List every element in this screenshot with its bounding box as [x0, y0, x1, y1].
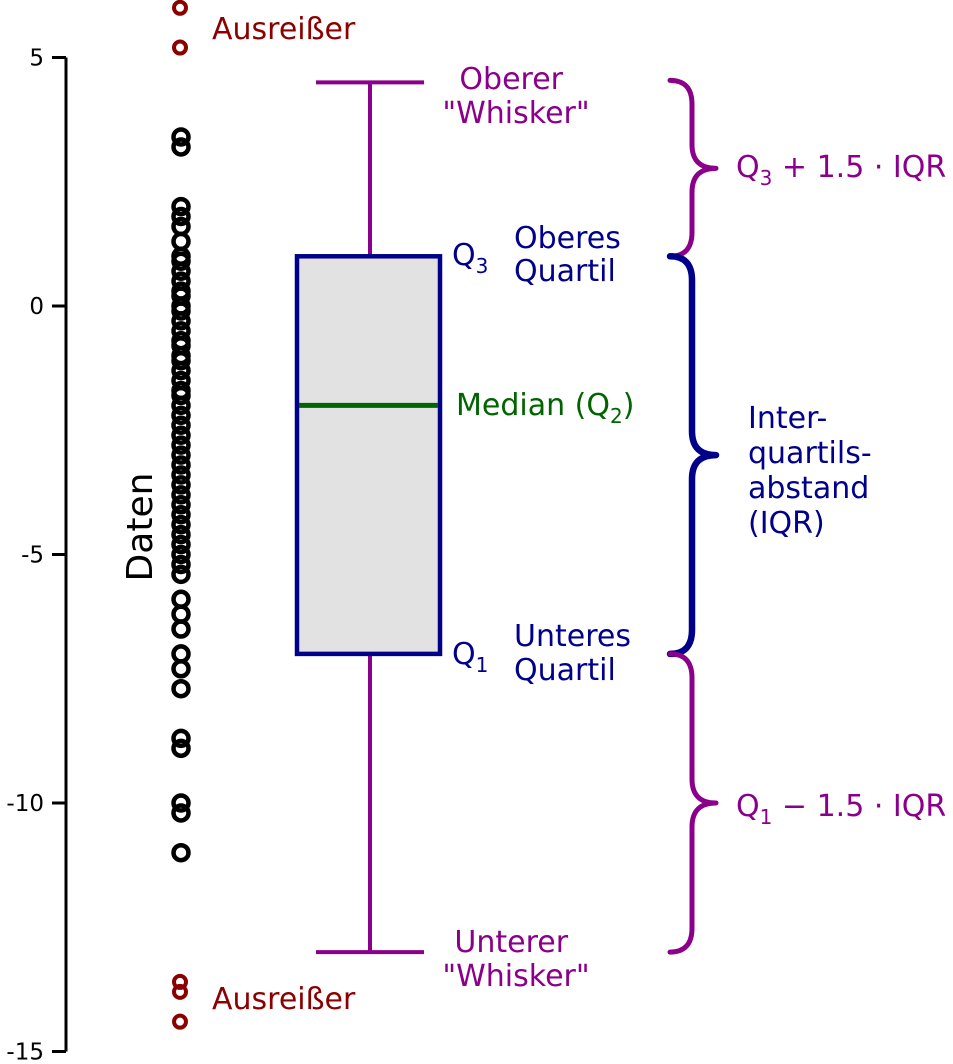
q1-label-line2: Quartil	[514, 653, 616, 688]
q1-label-line1: Unteres	[514, 619, 631, 654]
data-point	[171, 405, 191, 426]
q3-label-line1: Oberes	[514, 221, 621, 256]
data-point	[171, 495, 191, 515]
lower-fence-brace	[667, 651, 719, 955]
data-point	[171, 793, 191, 813]
braces	[666, 77, 720, 955]
data-point	[171, 196, 191, 217]
data-point	[171, 619, 191, 639]
iqr-label-line2: quartils-	[748, 436, 872, 471]
data-point	[171, 251, 191, 272]
y-tick-label: 5	[29, 46, 44, 72]
data-point	[171, 485, 191, 505]
y-tick-label: 0	[29, 294, 44, 320]
iqr-label-line1: Inter-	[748, 401, 827, 436]
data-point	[171, 311, 191, 331]
y-axis: 5 0 -5 -10 -15	[6, 46, 68, 1064]
data-point	[171, 385, 191, 406]
upper-whisker-label: Oberer "Whisker"	[442, 62, 589, 131]
q1-symbol: Q1	[452, 637, 488, 677]
y-axis-title: Daten	[120, 473, 161, 582]
iqr-label-line4: (IQR)	[748, 506, 825, 541]
outlier-top-label: Ausreißer	[212, 12, 356, 47]
outlier-point	[172, 0, 188, 16]
median-label-close: )	[623, 388, 635, 423]
data-point	[171, 445, 191, 465]
lower-fence-sub: 1	[760, 805, 773, 829]
y-tick-label: -15	[6, 1040, 44, 1064]
lower-whisker-label: Unterer "Whisker"	[442, 925, 589, 994]
data-point	[171, 415, 191, 436]
data-point	[171, 564, 191, 585]
outlier-bottom-label: Ausreißer	[212, 982, 356, 1017]
data-point	[171, 803, 191, 823]
outlier-points	[172, 0, 188, 1030]
lower-whisker-label-line1: Unterer	[454, 925, 568, 960]
q3-symbol-sub: 3	[476, 254, 489, 278]
q3-symbol: Q3	[452, 238, 488, 278]
median-label-text: Median (Q	[456, 388, 610, 423]
data-point	[171, 137, 191, 157]
data-point	[171, 842, 191, 863]
data-point	[171, 435, 191, 455]
upper-fence-formula: Q3 + 1.5 · IQR	[736, 150, 946, 190]
outlier-point	[172, 983, 188, 1000]
upper-fence-brace	[667, 77, 719, 259]
lower-fence-formula: Q1 − 1.5 · IQR	[736, 789, 946, 829]
q3-symbol-q: Q	[452, 238, 476, 273]
data-point	[171, 659, 191, 679]
data-point	[171, 514, 191, 535]
q3-label: Oberes Quartil	[514, 221, 630, 289]
data-point	[171, 465, 191, 485]
outlier-point	[172, 1013, 188, 1030]
data-point	[171, 360, 191, 381]
data-point	[171, 206, 191, 227]
q1-symbol-sub: 1	[476, 653, 489, 677]
y-ticks: 5 0 -5 -10 -15	[6, 46, 66, 1064]
data-point	[171, 738, 191, 759]
y-tick-label: -10	[6, 791, 44, 817]
iqr-label: Inter- quartils- abstand (IQR)	[748, 401, 881, 541]
median-label-sub: 2	[610, 404, 623, 428]
data-point	[171, 127, 191, 147]
y-tick-label: -5	[21, 543, 44, 569]
data-point	[171, 350, 191, 371]
data-point	[171, 504, 191, 525]
data-point	[171, 455, 191, 475]
q3-label-line2: Quartil	[514, 254, 616, 289]
upper-whisker-label-line1: Oberer	[459, 62, 563, 97]
data-points	[171, 127, 191, 863]
lower-whisker-label-line2: "Whisker"	[442, 959, 589, 994]
iqr-box	[294, 254, 443, 657]
data-point	[171, 395, 191, 416]
outlier-point	[172, 973, 188, 990]
data-point	[171, 475, 191, 495]
lower-fence-q: Q	[736, 789, 760, 824]
q1-label: Unteres Quartil	[514, 619, 641, 688]
data-point	[171, 425, 191, 445]
data-point	[171, 301, 191, 321]
iqr-label-line3: abstand	[748, 471, 869, 506]
data-point	[171, 554, 191, 575]
iqr-brace	[666, 253, 720, 658]
q1-symbol-q: Q	[452, 637, 476, 672]
data-point	[171, 524, 191, 545]
upper-fence-sub: 3	[760, 166, 773, 190]
lower-fence-rest: − 1.5 · IQR	[772, 789, 946, 824]
data-point	[171, 261, 191, 281]
data-point	[171, 678, 191, 699]
annotations: Ausreißer Ausreißer Oberer "Whisker" Unt…	[212, 12, 946, 1017]
data-point	[171, 544, 191, 565]
upper-fence-q: Q	[736, 150, 760, 185]
upper-fence-rest: + 1.5 · IQR	[772, 150, 946, 185]
data-point	[171, 728, 191, 749]
outlier-point	[172, 39, 188, 56]
box-and-whiskers	[294, 80, 443, 955]
median-label: Median (Q2)	[456, 388, 634, 428]
data-point	[171, 534, 191, 555]
upper-whisker-label-line2: "Whisker"	[442, 96, 589, 131]
